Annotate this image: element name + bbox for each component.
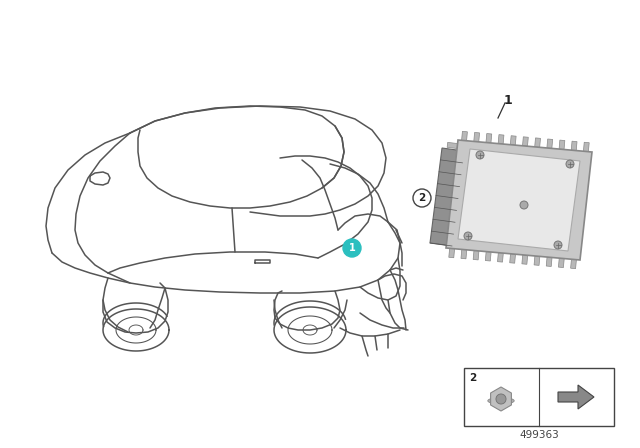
Circle shape [554, 241, 562, 249]
Polygon shape [571, 259, 577, 269]
Ellipse shape [488, 397, 514, 404]
Polygon shape [534, 138, 540, 147]
Polygon shape [572, 141, 577, 151]
Polygon shape [558, 385, 594, 409]
Polygon shape [446, 155, 456, 160]
Polygon shape [436, 238, 447, 245]
Circle shape [476, 151, 484, 159]
Polygon shape [509, 254, 515, 263]
Polygon shape [447, 142, 458, 148]
Polygon shape [458, 149, 580, 251]
Text: 2: 2 [419, 193, 426, 203]
Polygon shape [559, 258, 564, 267]
Circle shape [496, 394, 506, 404]
Polygon shape [438, 226, 448, 233]
Polygon shape [442, 190, 452, 197]
Polygon shape [440, 202, 451, 208]
Polygon shape [498, 135, 504, 144]
Text: 1: 1 [504, 94, 513, 107]
Polygon shape [547, 139, 553, 148]
Polygon shape [584, 142, 589, 152]
Polygon shape [547, 257, 552, 267]
Polygon shape [461, 250, 467, 259]
Polygon shape [444, 166, 455, 172]
Polygon shape [461, 131, 467, 141]
Circle shape [464, 232, 472, 240]
Circle shape [343, 239, 361, 257]
Polygon shape [473, 250, 479, 260]
Polygon shape [559, 140, 565, 150]
Polygon shape [430, 148, 464, 246]
Text: 2: 2 [469, 373, 476, 383]
Polygon shape [534, 256, 540, 265]
Polygon shape [449, 248, 454, 258]
Polygon shape [446, 140, 592, 260]
Circle shape [566, 160, 574, 168]
Circle shape [520, 201, 528, 209]
Polygon shape [522, 137, 528, 146]
Polygon shape [485, 252, 491, 261]
Polygon shape [474, 133, 479, 142]
Polygon shape [486, 134, 492, 143]
Text: 499363: 499363 [519, 430, 559, 440]
Polygon shape [443, 178, 454, 185]
Polygon shape [439, 215, 450, 220]
Polygon shape [497, 253, 503, 262]
Circle shape [413, 189, 431, 207]
Polygon shape [510, 136, 516, 145]
Bar [464, 368, 614, 426]
Text: 1: 1 [349, 243, 355, 253]
Polygon shape [522, 255, 527, 264]
Polygon shape [491, 387, 511, 411]
